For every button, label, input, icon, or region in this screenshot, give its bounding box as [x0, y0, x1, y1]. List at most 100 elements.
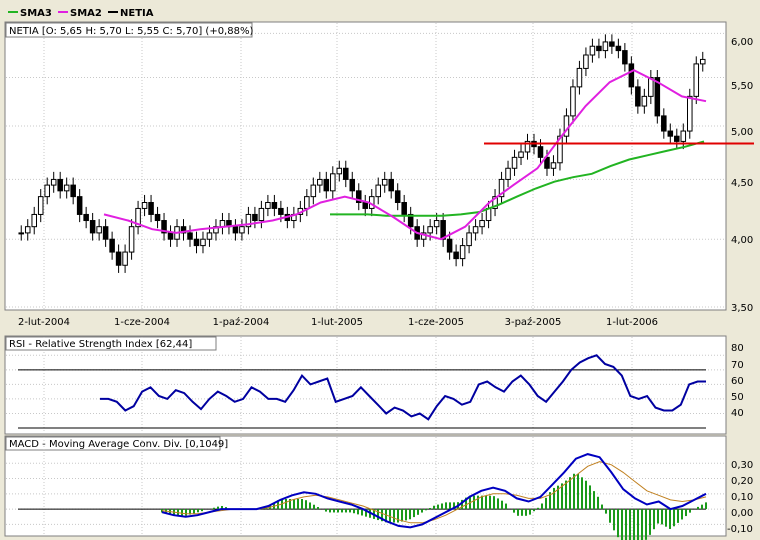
- macd-line: [161, 453, 707, 529]
- price-tick-label: 4,00: [731, 235, 753, 246]
- candle: [472, 219, 479, 241]
- candle: [323, 171, 330, 199]
- candle-body: [167, 232, 174, 240]
- candle: [96, 219, 102, 241]
- candle: [265, 194, 271, 217]
- candle-body: [304, 196, 310, 209]
- candle-body: [161, 220, 167, 234]
- candle: [693, 56, 700, 105]
- candle: [200, 231, 206, 254]
- candle: [141, 194, 148, 217]
- candle-body: [258, 207, 265, 222]
- macd-tick-label: 0,10: [731, 492, 753, 503]
- candle: [596, 38, 602, 59]
- x-tick-label: 1-cze-2005: [408, 317, 464, 328]
- candle: [317, 171, 323, 193]
- candle: [505, 160, 511, 188]
- candle: [63, 177, 70, 199]
- candle-body: [459, 245, 466, 260]
- candle: [661, 108, 667, 139]
- candle-body: [89, 220, 96, 234]
- macd-panel: MACD - Moving Average Conv. Div. [0,1049…: [4, 435, 753, 540]
- candle-body: [128, 226, 135, 253]
- candle: [381, 171, 388, 193]
- candle: [479, 212, 485, 235]
- candle: [109, 231, 115, 260]
- candle-body: [524, 140, 531, 153]
- macd-y-axis: 0,30 0,20 0,10 0,00 -0,10: [727, 460, 753, 535]
- candle: [37, 189, 44, 223]
- candle-body: [70, 184, 76, 198]
- candle: [115, 244, 122, 273]
- candle-body: [187, 232, 193, 240]
- candle: [44, 177, 50, 205]
- rsi-y-axis: 80 70 60 50 40: [731, 343, 744, 419]
- candle: [570, 79, 576, 124]
- candle: [687, 88, 693, 139]
- candle-body: [576, 67, 583, 88]
- x-tick-label: 1-paź-2004: [213, 316, 270, 328]
- candle-body: [349, 178, 356, 192]
- candle-body: [641, 95, 648, 107]
- candle: [641, 88, 648, 114]
- candle-body: [693, 63, 700, 97]
- macd-tick-label: 0,00: [731, 508, 753, 519]
- candle: [89, 212, 96, 241]
- candle: [154, 206, 161, 229]
- candle-body: [200, 238, 206, 247]
- candle-body: [589, 45, 596, 56]
- candle: [622, 43, 628, 72]
- candle: [635, 79, 641, 114]
- candle: [498, 171, 505, 205]
- candle-body: [407, 213, 414, 228]
- candle: [232, 219, 239, 241]
- candle-body: [635, 86, 641, 107]
- candle-body: [570, 86, 576, 117]
- candle-body: [24, 226, 31, 234]
- rsi-tick-label: 50: [731, 392, 744, 403]
- candle-body: [602, 41, 609, 52]
- candle: [122, 244, 128, 273]
- candle: [401, 194, 407, 223]
- candle-body: [278, 207, 284, 215]
- candle-body: [596, 45, 602, 52]
- candle: [239, 219, 245, 241]
- candle: [355, 183, 362, 211]
- rsi-title: RSI - Relative Strength Index [62,44]: [9, 339, 192, 350]
- candle: [349, 171, 356, 199]
- macd-title: MACD - Moving Average Conv. Div. [0,1049…: [9, 439, 228, 450]
- candle: [375, 177, 381, 205]
- candle: [148, 194, 154, 223]
- candle-body: [375, 184, 381, 198]
- candle: [102, 219, 109, 247]
- candle: [70, 177, 76, 205]
- candle: [180, 219, 187, 241]
- candle-body: [699, 58, 706, 65]
- price-tick-label: 5,00: [731, 127, 753, 138]
- candle: [628, 56, 635, 95]
- candle-body: [687, 95, 693, 132]
- candle-body: [667, 130, 674, 137]
- x-tick-label: 1-lut-2005: [311, 317, 363, 328]
- candle-body: [654, 77, 661, 117]
- candle-body: [102, 226, 109, 240]
- candle-body: [518, 151, 524, 158]
- rsi-grid: [6, 337, 725, 433]
- price-panel-frame: [4, 21, 727, 311]
- price-title-box: [5, 22, 253, 38]
- candle-body: [680, 130, 687, 142]
- candle-body: [271, 202, 278, 209]
- rsi-title-box: [5, 336, 217, 351]
- price-tick-label: 4,50: [731, 178, 753, 189]
- candle-body: [336, 167, 343, 175]
- x-tick-label: 1-lut-2006: [606, 317, 658, 328]
- rsi-tick-label: 80: [731, 343, 744, 354]
- candle: [648, 70, 654, 105]
- legend: SMA3 SMA2 NETIA: [8, 8, 154, 19]
- candle: [394, 183, 401, 211]
- candle-body: [50, 178, 57, 186]
- x-tick-label: 2-lut-2004: [18, 317, 70, 328]
- candle-body: [609, 41, 615, 47]
- macd-tick-label: -0,10: [727, 524, 753, 535]
- candle-body: [661, 115, 667, 132]
